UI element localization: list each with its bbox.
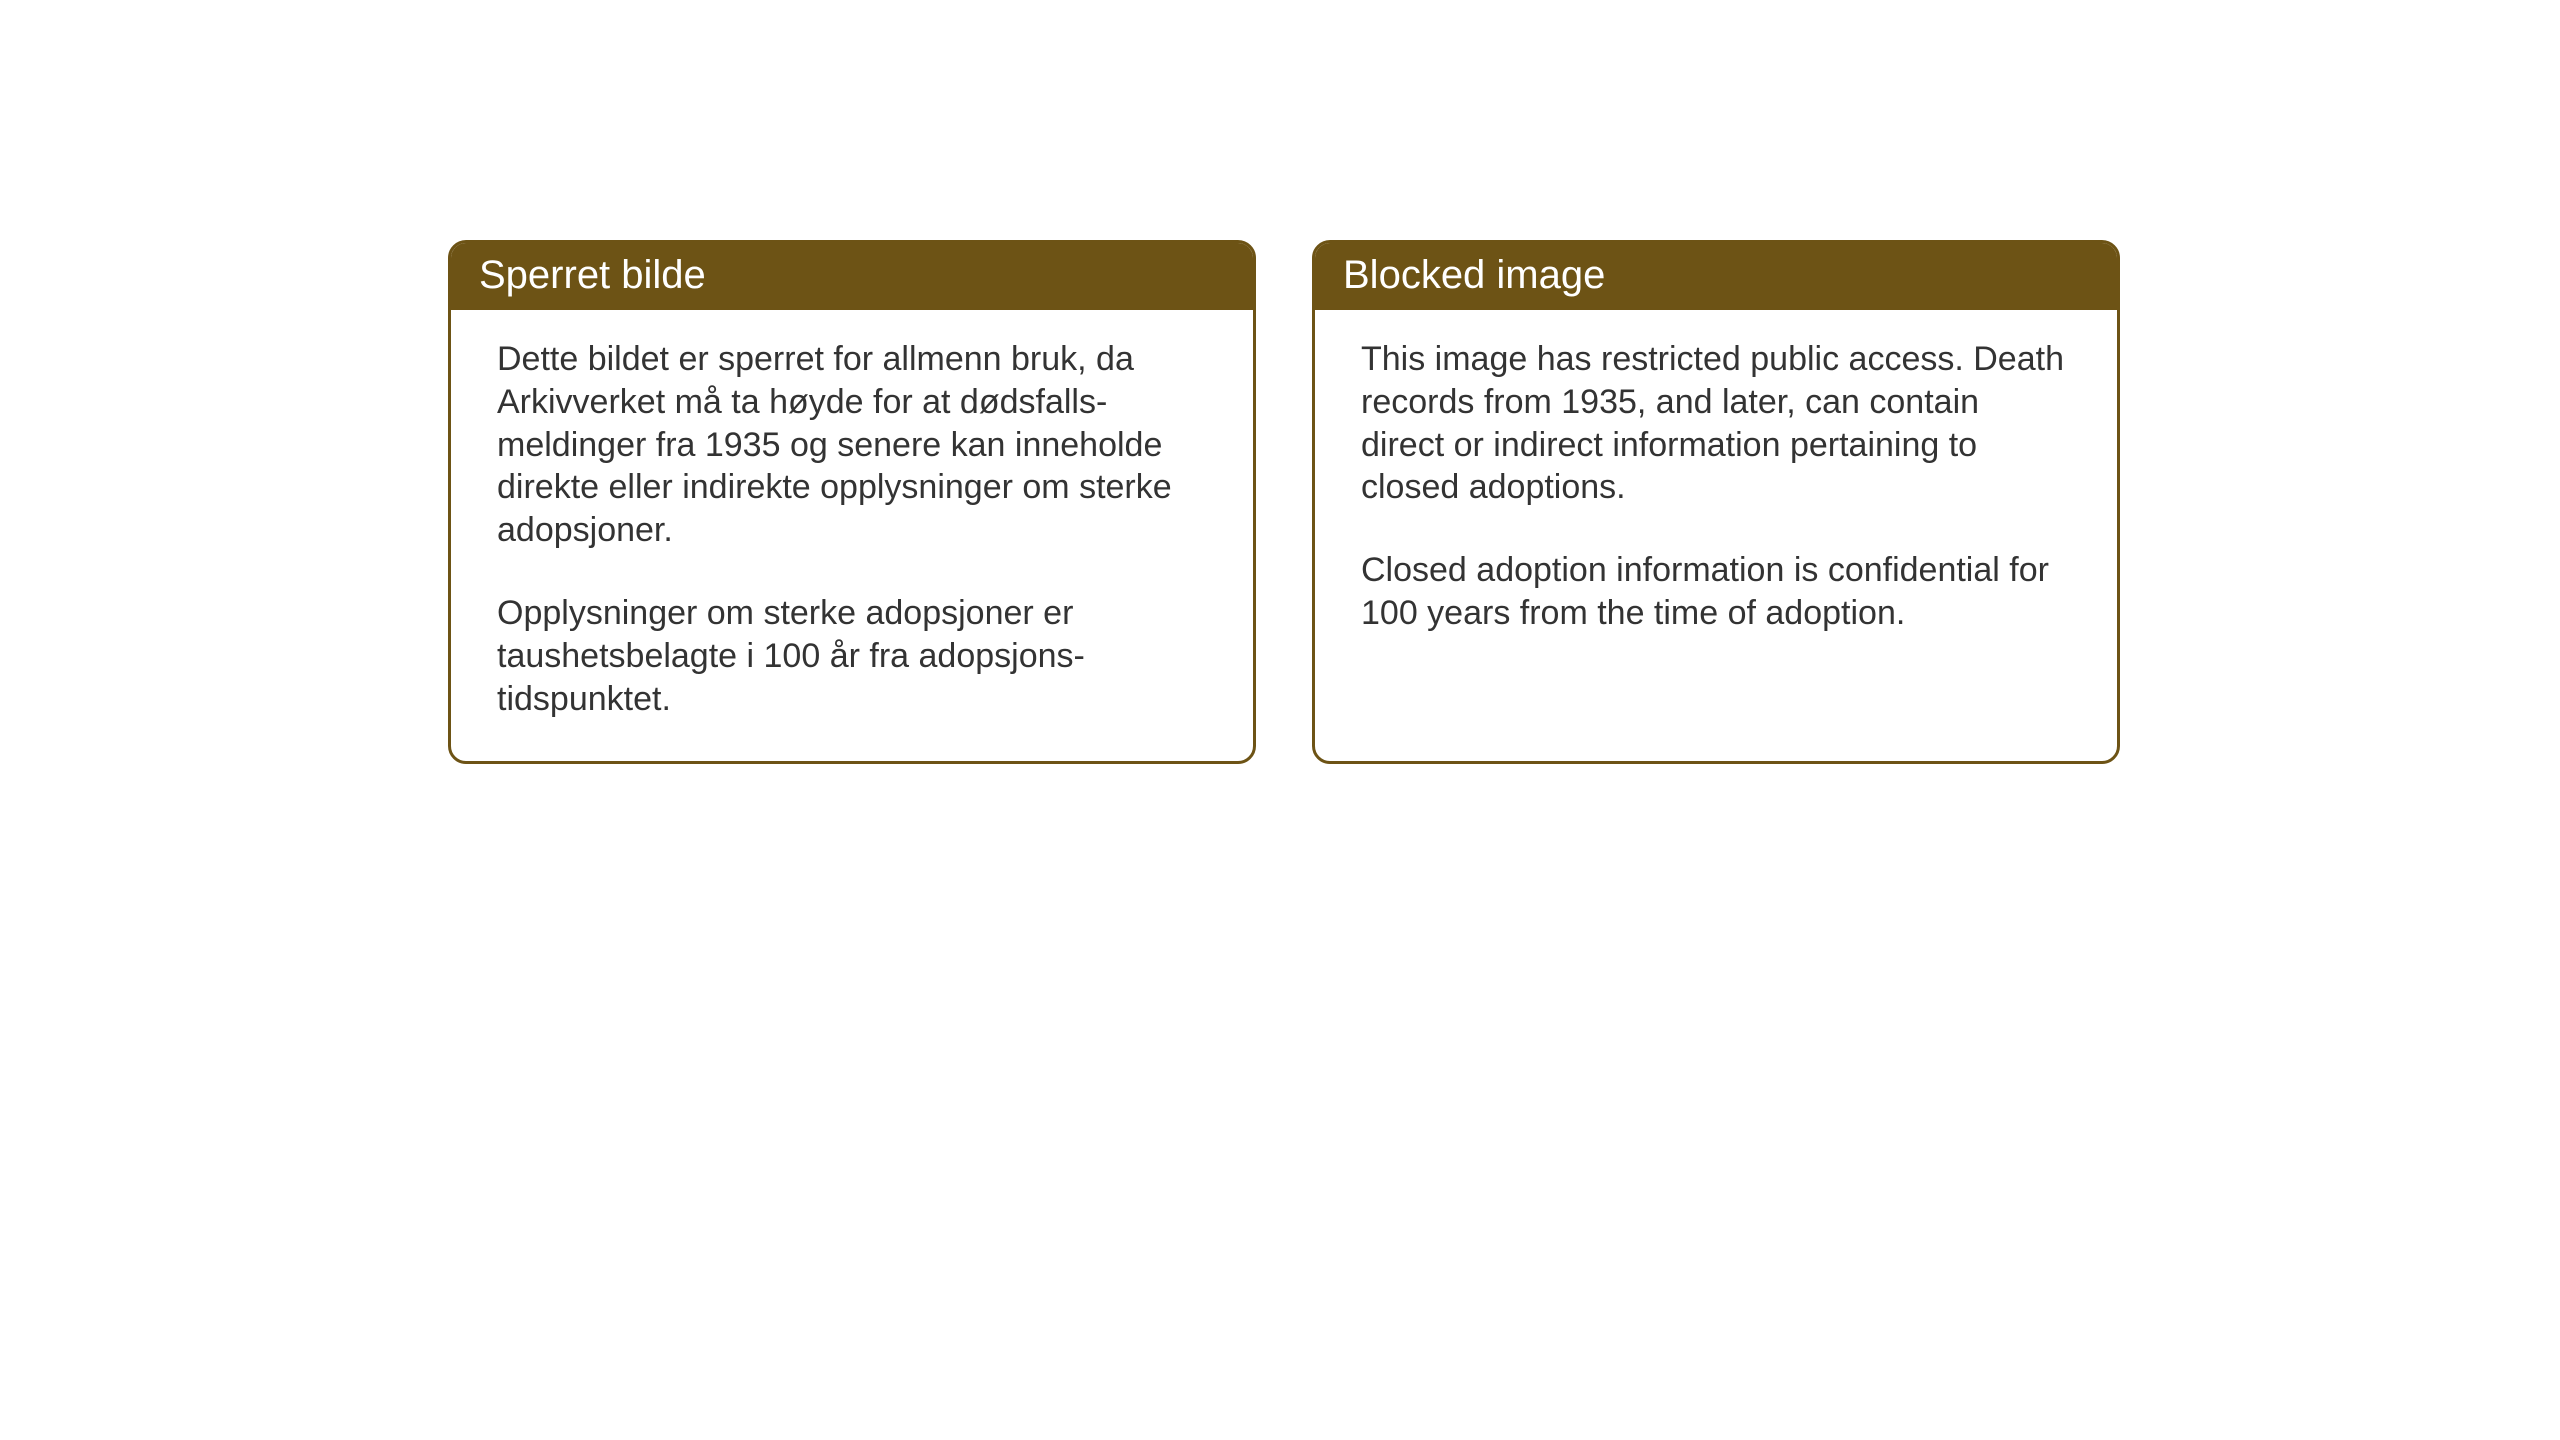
card-header-english: Blocked image [1315, 243, 2117, 310]
card-paragraph-1-norwegian: Dette bildet er sperret for allmenn bruk… [497, 338, 1207, 552]
card-paragraph-2-norwegian: Opplysninger om sterke adopsjoner er tau… [497, 592, 1207, 720]
card-paragraph-1-english: This image has restricted public access.… [1361, 338, 2071, 509]
card-norwegian: Sperret bilde Dette bildet er sperret fo… [448, 240, 1256, 764]
card-english: Blocked image This image has restricted … [1312, 240, 2120, 764]
card-paragraph-2-english: Closed adoption information is confident… [1361, 549, 2071, 635]
cards-container: Sperret bilde Dette bildet er sperret fo… [448, 240, 2120, 764]
card-body-english: This image has restricted public access.… [1315, 310, 2117, 675]
card-body-norwegian: Dette bildet er sperret for allmenn bruk… [451, 310, 1253, 761]
card-header-norwegian: Sperret bilde [451, 243, 1253, 310]
